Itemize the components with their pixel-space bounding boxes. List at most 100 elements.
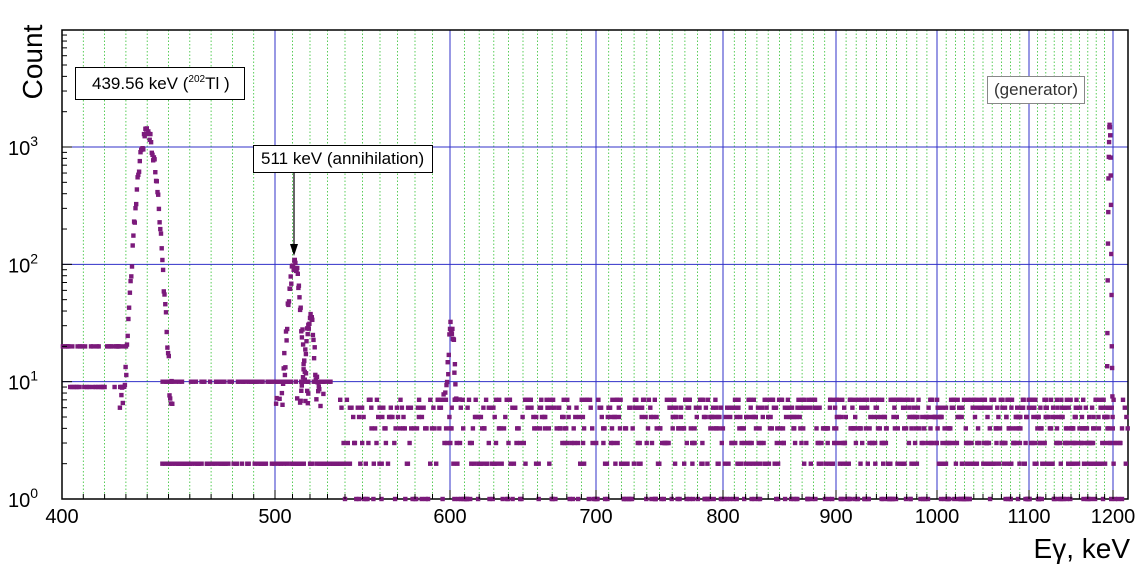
- data-point: [1095, 397, 1100, 402]
- data-point: [163, 302, 168, 307]
- data-point: [1109, 251, 1114, 257]
- data-point: [112, 384, 117, 390]
- data-point: [652, 397, 657, 402]
- data-point: [414, 496, 419, 502]
- data-point: [510, 496, 515, 502]
- data-point: [1108, 133, 1113, 138]
- peak-annotation-annihilation: 511 keV (annihilation): [253, 145, 434, 173]
- data-point: [1089, 405, 1095, 410]
- data-point: [961, 397, 967, 402]
- data-point: [922, 426, 927, 431]
- data-point: [842, 440, 848, 446]
- data-point: [521, 440, 526, 446]
- data-point: [133, 206, 138, 211]
- data-point: [1001, 461, 1006, 466]
- data-point: [1030, 440, 1035, 446]
- data-point: [833, 440, 839, 446]
- data-point: [1017, 461, 1022, 466]
- data-point: [581, 461, 587, 466]
- data-point: [285, 326, 290, 332]
- data-point: [1058, 461, 1063, 466]
- data-point: [1123, 461, 1128, 466]
- data-point: [1107, 122, 1112, 127]
- data-point: [634, 397, 639, 402]
- data-point: [292, 257, 297, 263]
- data-point: [120, 400, 125, 406]
- data-point: [1018, 426, 1023, 431]
- data-point: [1028, 397, 1034, 402]
- data-point: [446, 372, 451, 377]
- data-point: [173, 379, 179, 384]
- data-point: [943, 461, 949, 466]
- data-point: [301, 362, 306, 367]
- data-point: [623, 426, 629, 431]
- data-point: [226, 461, 231, 466]
- data-point: [1106, 209, 1111, 215]
- data-point: [839, 496, 844, 502]
- data-point: [609, 426, 615, 431]
- data-point: [1029, 405, 1034, 410]
- data-point: [165, 345, 170, 350]
- data-point: [842, 405, 847, 410]
- data-point: [305, 331, 310, 337]
- data-point: [674, 414, 679, 420]
- data-point: [1067, 440, 1072, 446]
- data-point: [575, 440, 581, 446]
- data-point: [282, 372, 288, 378]
- data-point: [493, 397, 499, 402]
- data-point: [646, 397, 652, 402]
- data-point: [110, 344, 115, 349]
- data-point: [693, 405, 699, 410]
- data-point: [453, 397, 459, 402]
- data-point: [586, 496, 591, 502]
- data-point: [977, 397, 982, 402]
- data-point: [532, 426, 537, 431]
- data-point: [732, 397, 738, 402]
- data-point: [722, 461, 728, 466]
- data-point: [428, 461, 433, 466]
- data-point: [243, 379, 248, 384]
- data-point: [1088, 496, 1093, 502]
- data-point: [588, 405, 593, 410]
- data-point: [678, 414, 684, 420]
- data-point: [520, 414, 525, 420]
- data-point: [1100, 405, 1105, 410]
- data-point: [394, 405, 400, 410]
- data-point: [1022, 461, 1027, 466]
- data-point: [164, 329, 169, 335]
- data-point: [714, 405, 719, 410]
- data-point: [572, 440, 577, 446]
- data-point: [892, 405, 897, 410]
- data-point: [750, 461, 755, 466]
- data-point: [1017, 440, 1023, 446]
- data-point: [506, 440, 511, 446]
- data-point: [1042, 440, 1047, 446]
- data-point: [206, 461, 212, 466]
- data-point: [703, 414, 708, 420]
- data-point: [124, 372, 129, 378]
- data-point: [1057, 440, 1063, 446]
- data-point: [528, 397, 533, 402]
- data-point: [907, 414, 912, 420]
- data-point: [437, 426, 442, 431]
- data-point: [483, 397, 489, 402]
- data-point: [611, 440, 616, 446]
- data-point: [565, 397, 570, 402]
- data-point: [141, 147, 146, 152]
- data-point: [241, 379, 246, 384]
- data-point: [274, 395, 279, 401]
- data-point: [288, 274, 293, 279]
- data-point: [408, 405, 414, 410]
- data-point: [587, 397, 593, 402]
- data-point: [649, 496, 654, 502]
- data-point: [122, 382, 128, 388]
- data-point: [836, 414, 841, 420]
- data-point: [423, 496, 428, 502]
- data-point: [1106, 176, 1111, 181]
- data-point: [304, 339, 309, 344]
- data-point: [161, 289, 166, 294]
- data-point: [148, 140, 154, 145]
- data-point: [590, 440, 595, 446]
- data-point: [789, 414, 795, 420]
- data-point: [119, 384, 124, 390]
